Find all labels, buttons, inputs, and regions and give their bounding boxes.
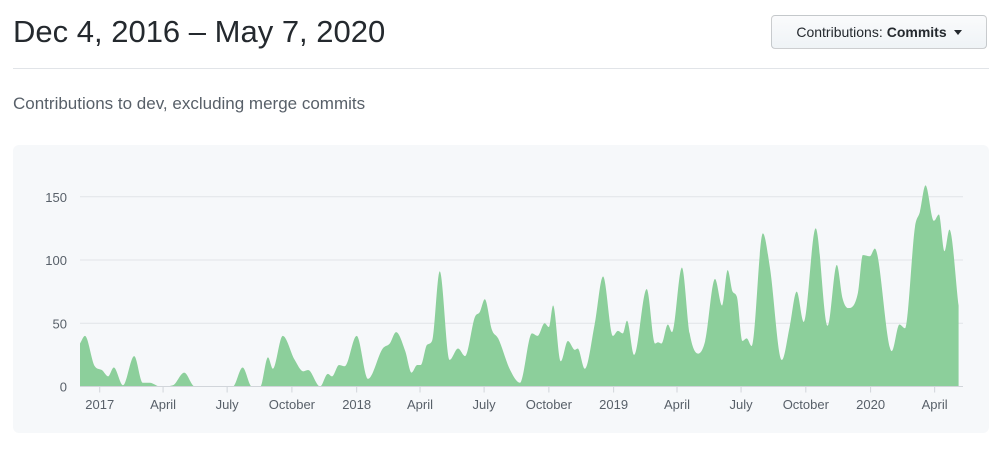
x-tick-label: July (216, 397, 240, 412)
chart-svg: 0 50 100 150 2017 April July October 2018 April Ju… (45, 185, 963, 412)
x-tick-label: July (473, 397, 497, 412)
dropdown-value: Commits (886, 24, 947, 40)
x-tick-label: April (922, 397, 948, 412)
x-tick-label: July (729, 397, 753, 412)
y-tick-label: 0 (60, 380, 67, 395)
divider (13, 68, 989, 69)
y-tick-label: 150 (45, 190, 67, 205)
x-tick-label: April (150, 397, 176, 412)
caret-down-icon (953, 29, 962, 35)
contributions-type-dropdown[interactable]: Contributions: Commits (771, 15, 987, 49)
y-tick-label: 100 (45, 253, 67, 268)
x-tick-label: April (407, 397, 433, 412)
contributions-chart: 0 50 100 150 2017 April July October 2018 April Ju… (13, 145, 989, 433)
x-tick-label: 2020 (856, 397, 885, 412)
x-tick-label: October (269, 397, 316, 412)
x-tick-label: 2017 (85, 397, 114, 412)
commits-area (80, 185, 959, 387)
x-tick-label: 2018 (342, 397, 371, 412)
chart-subtitle: Contributions to dev, excluding merge co… (13, 94, 366, 113)
page-title: Dec 4, 2016 – May 7, 2020 (13, 14, 386, 49)
x-tick-label: April (664, 397, 690, 412)
dropdown-prefix: Contributions: (796, 24, 883, 40)
x-tick-label: 2019 (599, 397, 628, 412)
y-tick-label: 50 (53, 316, 67, 331)
x-tick-label: October (526, 397, 573, 412)
x-tick-label: October (783, 397, 830, 412)
